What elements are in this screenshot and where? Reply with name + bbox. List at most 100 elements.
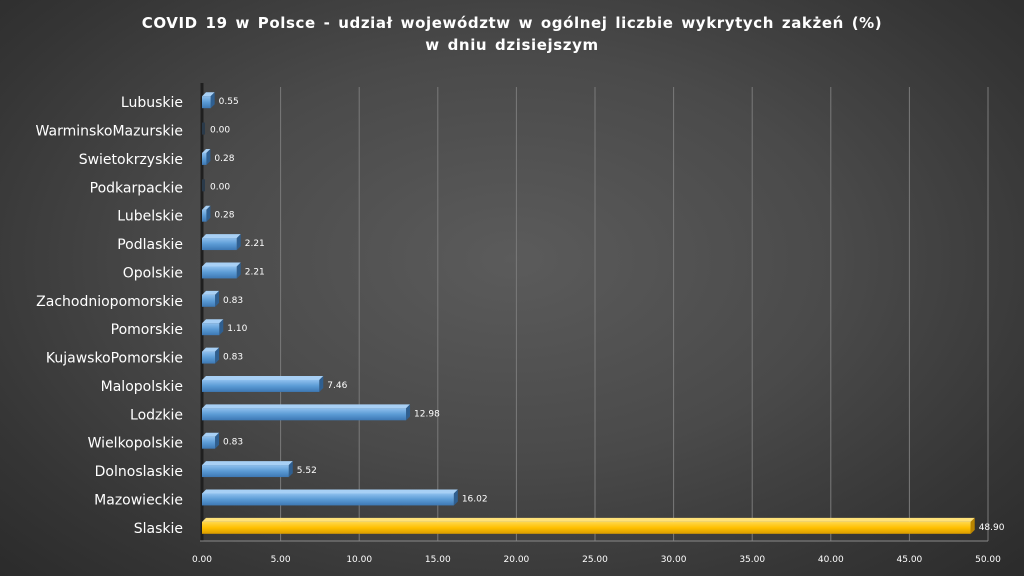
value-label: 0.00 [210,126,230,136]
bar [202,432,220,449]
category-label: Swietokrzyskie [79,152,183,168]
bar-side-face [319,375,324,392]
bar-front-face [202,122,205,135]
x-tick-label: 30.00 [661,555,687,565]
chart-title-line-1: COVID 19 w Polsce - udział województw w … [141,14,883,32]
value-label: 0.55 [219,97,239,107]
x-tick-label: 45.00 [897,555,923,565]
bar [202,347,220,364]
bar-top-face [202,148,211,153]
bar-side-face [236,234,241,251]
bar-front-face [202,379,320,392]
category-label: Pomorskie [111,322,183,338]
chart-title-line-2: w dniu dzisiejszym [425,36,599,54]
bar [202,404,411,421]
bar-front-face [202,179,205,192]
category-label: Mazowieckie [94,492,183,508]
value-label: 48.90 [979,523,1005,533]
x-tick-label: 50.00 [975,555,1001,565]
bar [202,92,215,109]
bar-top-face [202,517,975,522]
category-label: Zachodniopomorskie [36,294,183,310]
bar-top-face [202,205,211,210]
bar [202,234,241,251]
bar-top-face [202,432,220,437]
bar-side-face [215,432,220,449]
gridlines [280,87,989,541]
bar [202,461,293,478]
bar-top-face [202,92,215,97]
axes [200,83,988,542]
x-tick-label: 0.00 [192,555,212,565]
bar [202,262,241,279]
category-label: KujawskoPomorskie [46,351,183,367]
bar-side-face [236,262,241,279]
bar-front-face [202,351,216,364]
bar [202,179,205,192]
x-tick-label: 5.00 [271,555,291,565]
bar-front-face [202,521,971,534]
value-label: 0.83 [223,353,243,363]
value-label: 5.52 [297,466,317,476]
category-label: Slaskie [134,521,183,537]
x-tick-label: 40.00 [818,555,844,565]
x-tick-label: 15.00 [425,555,451,565]
bar-top-face [202,234,241,239]
category-label: Malopolskie [101,379,183,395]
bar-front-face [202,323,220,336]
value-label: 7.46 [327,381,347,391]
category-label: Opolskie [123,265,183,281]
bar-front-face [202,209,207,222]
bar [202,319,224,336]
value-label: 0.83 [223,296,243,306]
bar [202,489,458,506]
bar-top-face [202,375,324,380]
bar-top-face [202,489,458,494]
value-label: 2.21 [245,239,265,249]
bar-front-face [202,436,216,449]
bar [202,205,211,222]
bar [202,517,975,534]
category-label: Lubelskie [117,209,183,225]
value-label: 0.28 [214,211,234,221]
bar-front-face [202,266,237,279]
value-label: 0.83 [223,438,243,448]
x-tick-label: 10.00 [346,555,372,565]
bar-top-face [202,290,220,295]
value-label: 2.21 [245,267,265,277]
bar-front-face [202,152,207,165]
bar-top-face [202,461,293,466]
bar-side-face [206,205,211,222]
bar-side-face [206,148,211,165]
bar [202,375,324,392]
bar-front-face [202,465,289,478]
bar-top-face [202,347,220,352]
bar [202,122,205,135]
bar-front-face [202,408,407,421]
bar [202,290,220,307]
value-label: 0.28 [214,154,234,164]
bar-front-face [202,96,211,109]
category-label: Podlaskie [117,237,183,253]
bar-side-face [970,517,975,534]
value-label: 1.10 [227,324,247,334]
bar-top-face [202,262,241,267]
value-label: 12.98 [414,409,440,419]
bar-side-face [215,290,220,307]
category-label: Dolnoslaskie [95,464,183,480]
chart-title: COVID 19 w Polsce - udział województw w … [0,12,1024,56]
bar-side-face [219,319,224,336]
value-label: 0.00 [210,182,230,192]
bar-side-face [215,347,220,364]
bar-side-face [210,92,215,109]
bar-side-face [288,461,293,478]
bar-top-face [202,319,224,324]
bar-front-face [202,493,454,506]
bar-side-face [453,489,458,506]
bar-front-face [202,238,237,251]
bars [202,92,975,534]
category-label: Lodzkie [130,407,183,423]
x-tick-label: 35.00 [739,555,765,565]
category-label: WarminskoMazurskie [36,124,183,140]
